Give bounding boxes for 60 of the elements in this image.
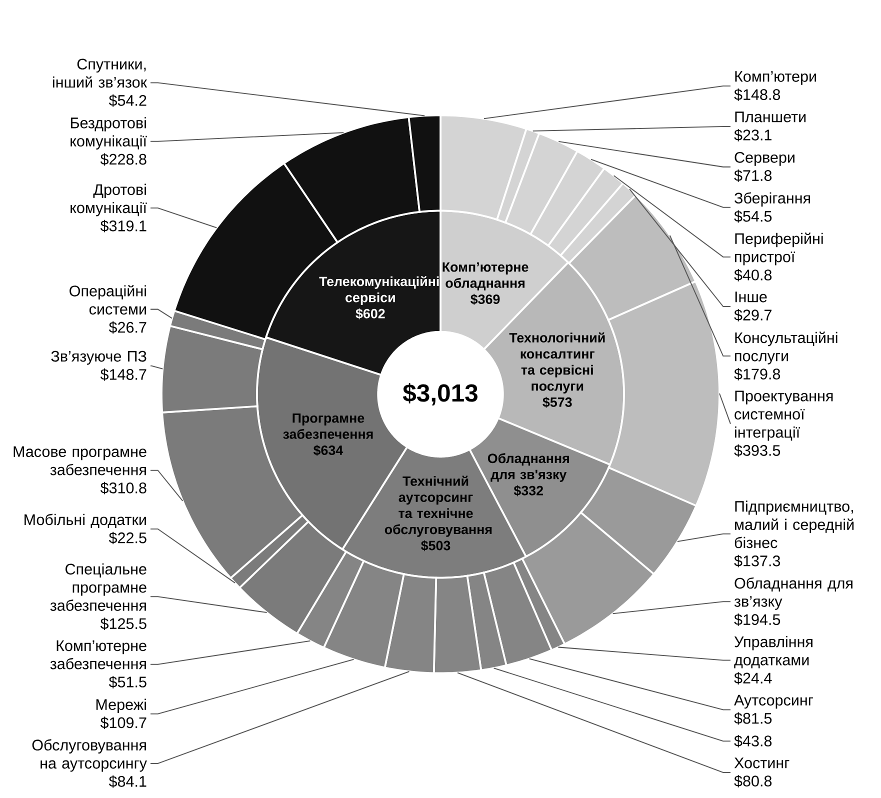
slice-label: Підприємництво, малий і середній бізнес [734,500,854,548]
data-label: $194.5 [734,614,780,626]
data-label: $51.5 [108,676,146,688]
data-label: $602 [356,308,385,320]
data-label: $393.5 [734,444,780,457]
slice-label: Мобільні додатки [24,514,146,528]
slice-label: Технологічний консалтинг та сервісні послуги [509,332,605,394]
slice-label: Зберігання [734,192,810,207]
data-label: $54.5 [734,210,772,223]
data-label: $84.1 [108,775,146,788]
data-label: $54.2 [108,94,146,107]
slice-label: Масове програмне забезпечення [14,446,146,476]
data-label: $179.8 [734,368,780,380]
data-label: $109.7 [100,716,146,730]
data-label: $319.1 [100,220,146,232]
slice-label: Спутники, інший зв’язок [53,58,148,88]
slice-label: Консультаційні послуги [735,332,838,364]
data-label: $310.8 [100,482,146,494]
data-label: $43.8 [734,734,772,748]
slice-label: Аутсорсинг [734,694,813,709]
data-label: $26.7 [108,321,146,334]
data-label: $71.8 [734,170,772,182]
slice-label: Комп’ютери [735,71,816,85]
slice-label: Телекомунікаційні сервіси [319,276,439,305]
text: $3,013 [402,383,478,406]
data-label: $40.8 [734,268,772,282]
data-label: $369 [470,294,500,305]
slice-label: Обслуговування на аутсорсингу [32,739,147,772]
slice-label: Управління додатками [734,636,812,668]
slice-label: Хостинг [734,758,790,768]
slice-label: Програмне забезпечення [283,413,373,439]
slice-label: Бездротові комунікації [70,117,147,150]
data-label: $148.7 [100,368,146,381]
data-label: $634 [313,444,344,456]
data-label: $573 [542,396,572,408]
data-label: $22.5 [108,532,146,544]
data-label: $332 [514,485,544,496]
data-label: $81.5 [734,712,772,725]
slice-label: Інше [735,292,767,302]
data-label: $29.7 [734,309,772,322]
data-label: $228.8 [100,153,146,166]
slice-label: Зв’язуюче ПЗ [51,350,146,365]
slice-label: Проектування системної інтеграції [734,390,833,441]
data-label: $80.8 [734,775,772,788]
data-label: $137.3 [734,554,780,568]
data-label: $125.5 [100,618,146,630]
slice-label: Обладнання для зв’язку [734,577,852,610]
data-label: $24.4 [734,672,772,684]
slice-label: Комп’ютерне обладнання [442,262,528,290]
slice-label: Операційні системи [70,284,146,315]
slice-label: Комп’ютерне забезпечення [50,640,146,670]
data-label: $23.1 [734,128,772,142]
data-label: $503 [421,540,450,552]
slice-label: Мережі [96,698,146,713]
slice-label: Сервери [734,152,794,166]
slice-label: Периферійні пристрої [735,232,823,266]
data-label: $148.8 [734,88,780,101]
slice-label: Планшети [735,112,806,122]
slice-label: Спеціальне програмне забезпечення [50,563,146,611]
slice-label: Дротові комунікації [70,184,147,216]
